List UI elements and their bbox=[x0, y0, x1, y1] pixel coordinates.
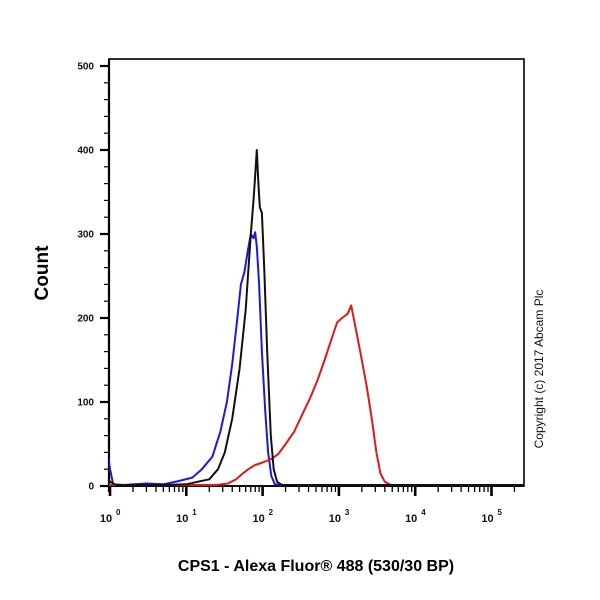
x-tick-exponent: 5 bbox=[498, 508, 503, 517]
x-tick-label: 10 bbox=[252, 513, 264, 525]
x-tick-exponent: 1 bbox=[192, 508, 197, 517]
x-tick-exponent: 3 bbox=[345, 508, 350, 517]
y-tick-label: 300 bbox=[77, 230, 94, 241]
histogram-black bbox=[109, 149, 524, 486]
x-tick-label: 10 bbox=[405, 513, 417, 525]
x-tick-exponent: 2 bbox=[269, 508, 274, 517]
series-layer bbox=[109, 149, 524, 486]
x-tick-label: 10 bbox=[100, 513, 112, 525]
x-tick-label: 10 bbox=[176, 513, 188, 525]
x-tick-exponent: 0 bbox=[116, 508, 121, 517]
x-axis-label: CPS1 - Alexa Fluor® 488 (530/30 BP) bbox=[178, 558, 454, 575]
y-tick-label: 500 bbox=[77, 62, 94, 73]
x-tick-label: 10 bbox=[481, 513, 493, 525]
copyright-notice: Copyright (c) 2017 Abcam Plc bbox=[532, 290, 546, 449]
y-axis-label: Count bbox=[32, 245, 53, 301]
y-tick-label: 200 bbox=[77, 314, 94, 325]
y-axis: 0 100 200 300 400 500 bbox=[77, 59, 111, 493]
y-tick-label: 0 bbox=[88, 482, 94, 493]
x-tick-label: 10 bbox=[329, 513, 341, 525]
x-tick-exponent: 4 bbox=[421, 508, 426, 517]
y-tick-label: 400 bbox=[77, 146, 94, 157]
y-tick-label: 100 bbox=[77, 398, 94, 409]
histogram-red bbox=[109, 304, 524, 486]
